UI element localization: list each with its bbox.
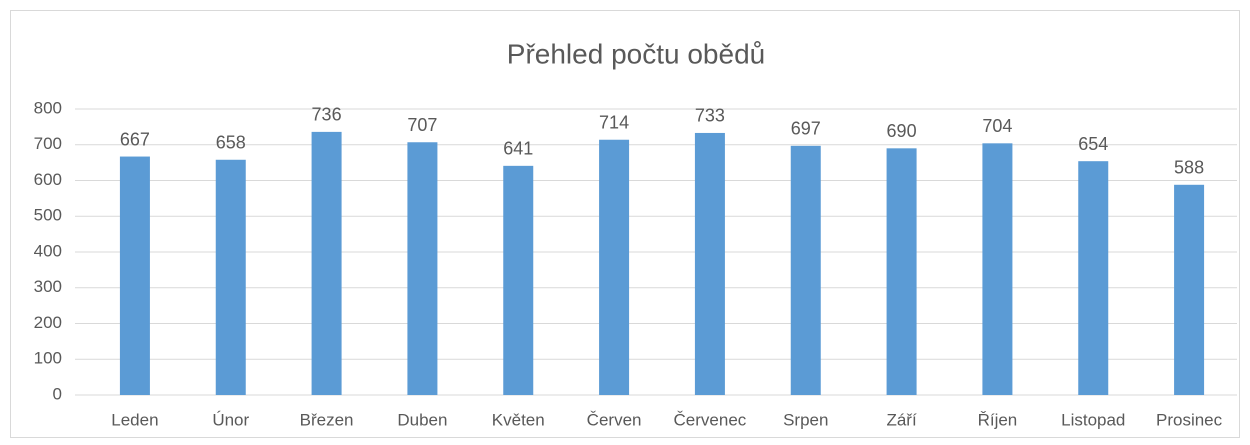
x-tick-label: Duben — [397, 410, 447, 429]
bar — [886, 148, 917, 395]
data-label: 654 — [1078, 134, 1108, 154]
data-label: 667 — [120, 129, 150, 149]
data-label: 704 — [982, 116, 1012, 136]
data-label: 707 — [407, 115, 437, 135]
bar — [1174, 184, 1205, 395]
y-tick-label: 500 — [34, 206, 62, 225]
x-tick-label: Říjen — [978, 410, 1018, 429]
y-tick-label: 300 — [34, 277, 62, 296]
bar — [311, 131, 342, 395]
x-tick-label: Červen — [587, 410, 642, 429]
y-tick-label: 700 — [34, 134, 62, 153]
bar — [119, 156, 150, 395]
bar — [982, 143, 1013, 395]
chart-title: Přehled počtu obědů — [507, 38, 765, 69]
data-label: 697 — [791, 119, 821, 139]
x-tick-label: Červenec — [674, 410, 747, 429]
x-tick-label: Září — [886, 410, 917, 429]
x-tick-label: Prosinec — [1156, 410, 1223, 429]
bar — [790, 145, 821, 395]
y-tick-label: 800 — [34, 98, 62, 117]
bar — [1078, 161, 1109, 395]
y-tick-label: 400 — [34, 241, 62, 260]
data-label: 658 — [216, 133, 246, 153]
y-tick-label: 0 — [53, 384, 62, 403]
x-tick-label: Únor — [212, 410, 249, 429]
data-label: 736 — [312, 105, 342, 125]
x-tick-label: Listopad — [1061, 410, 1125, 429]
data-label: 641 — [503, 139, 533, 159]
data-label: 714 — [599, 112, 629, 132]
y-tick-label: 200 — [34, 313, 62, 332]
x-tick-label: Leden — [111, 410, 158, 429]
y-tick-label: 600 — [34, 170, 62, 189]
bar — [503, 165, 534, 395]
bar — [407, 142, 438, 395]
x-tick-label: Květen — [492, 410, 545, 429]
y-tick-label: 100 — [34, 349, 62, 368]
x-tick-label: Srpen — [783, 410, 828, 429]
bar — [215, 159, 246, 395]
bar — [599, 139, 630, 395]
bar — [694, 132, 725, 395]
data-label: 733 — [695, 106, 725, 126]
data-label: 588 — [1174, 158, 1204, 178]
data-label: 690 — [887, 121, 917, 141]
x-tick-label: Březen — [300, 410, 354, 429]
